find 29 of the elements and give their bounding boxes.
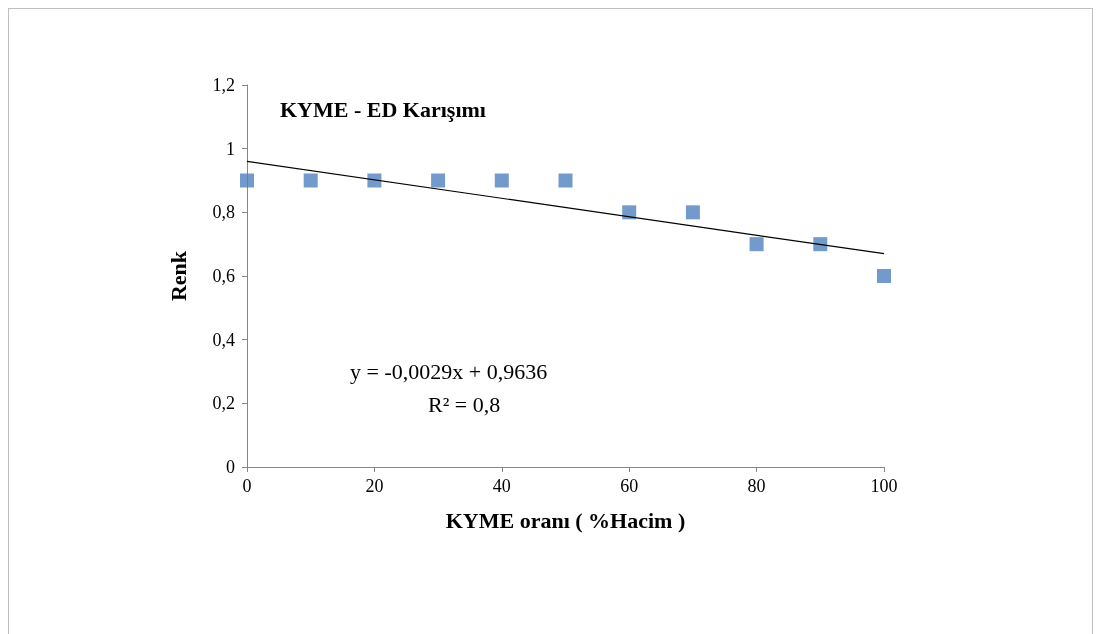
- y-tick-label: 0: [226, 457, 235, 477]
- text: KYME - ED Karışımı: [280, 96, 486, 122]
- point: [877, 269, 891, 283]
- point: [303, 173, 318, 188]
- point: [367, 173, 382, 188]
- point: [558, 173, 573, 188]
- y-tick-label: 1,2: [212, 75, 235, 95]
- y-tick-label: 0,6: [212, 266, 235, 286]
- annotation: R² = 0,8: [428, 391, 501, 417]
- y-tick-label: 0,4: [212, 329, 235, 350]
- x-tick-label: 40: [492, 476, 511, 496]
- x-tick-label: 60: [620, 476, 639, 496]
- point: [494, 173, 509, 188]
- y-tick-label: 1: [226, 138, 235, 159]
- point: [240, 173, 254, 188]
- point: [813, 237, 828, 252]
- annotation: y = -0,0029x + 0,9636: [350, 358, 548, 384]
- x-tick-label: 0: [242, 476, 252, 496]
- x-tick-label: 80: [747, 476, 766, 496]
- y-tick-label: 0,8: [212, 202, 235, 223]
- point: [685, 205, 700, 220]
- x-axis-title: KYME oranı ( %Hacim ): [445, 507, 686, 533]
- point: [431, 173, 446, 188]
- point: [749, 237, 764, 252]
- point: [622, 205, 637, 220]
- y-tick-label: 0,2: [212, 393, 235, 414]
- x-tick-label: 20: [365, 476, 384, 496]
- x-tick-label: 100: [870, 476, 898, 496]
- y-axis-title: Renk: [165, 250, 191, 302]
